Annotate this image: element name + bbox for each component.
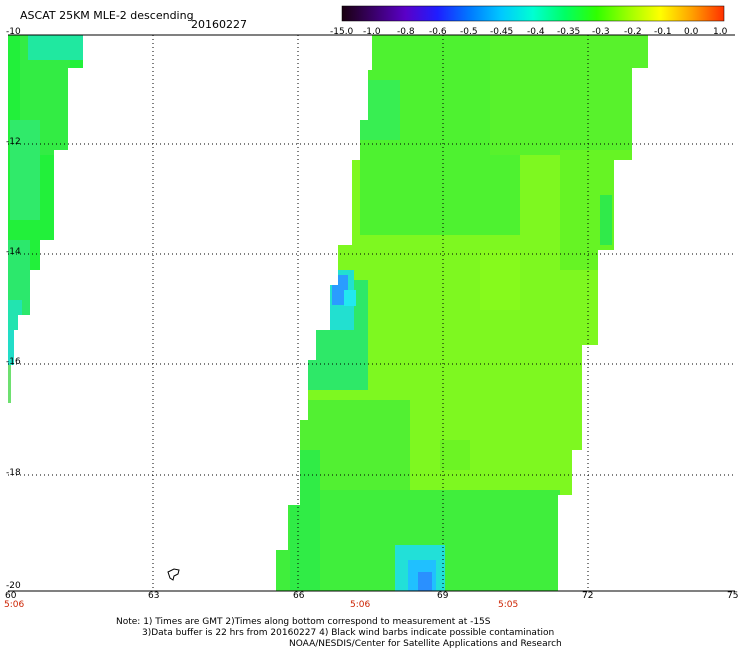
island-outline <box>167 568 180 581</box>
colorbar-label: -0.3 <box>592 27 610 37</box>
colorbar-label: -0.35 <box>557 27 581 37</box>
note-line-2: 3)Data buffer is 22 hrs from 20160227 4)… <box>142 628 555 638</box>
time-label: 5:06 <box>4 600 25 610</box>
time-label: 5:05 <box>498 600 519 610</box>
colorbar-label: -0.1 <box>654 27 672 37</box>
time-label: 5:06 <box>350 600 371 610</box>
note-line-1: Note: 1) Times are GMT 2)Times along bot… <box>116 617 491 627</box>
lon-grid <box>152 35 589 591</box>
lon-label: 69 <box>437 591 449 601</box>
left-swath-tail <box>8 330 14 365</box>
note-line-3: NOAA/NESDIS/Center for Satellite Applica… <box>289 639 562 649</box>
lat-label: -12 <box>6 137 21 147</box>
product-date: 20160227 <box>191 18 247 31</box>
lat-label: -18 <box>6 468 21 478</box>
colorbar-label: 1.0 <box>713 27 728 37</box>
lon-label: 72 <box>582 591 594 601</box>
colorbar-label: -0.45 <box>490 27 514 37</box>
lat-label: -10 <box>6 27 21 37</box>
colorbar-label: -15.0 <box>330 27 354 37</box>
lat-label: -16 <box>6 357 21 367</box>
colorbar-label: -0.5 <box>460 27 478 37</box>
lon-label: 75 <box>727 591 739 601</box>
colorbar-label: -0.4 <box>527 27 545 37</box>
colorbar-label: -1.0 <box>363 27 381 37</box>
colorbar-label: -0.2 <box>624 27 642 37</box>
lon-label: 63 <box>148 591 160 601</box>
colorbar-label: -0.6 <box>429 27 447 37</box>
product-title: ASCAT 25KM MLE-2 descending <box>20 9 194 22</box>
left-swath-tip <box>8 365 11 403</box>
lat-label: -20 <box>6 581 21 591</box>
colorbar <box>341 5 725 22</box>
colorbar-gradient <box>341 5 725 22</box>
lat-label: -14 <box>6 247 21 257</box>
colorbar-label: -0.8 <box>397 27 415 37</box>
left-swath <box>8 35 83 330</box>
right-swath <box>276 35 648 591</box>
lon-label: 66 <box>293 591 305 601</box>
colorbar-label: 0.0 <box>684 27 699 37</box>
lon-label: 60 <box>5 591 17 601</box>
